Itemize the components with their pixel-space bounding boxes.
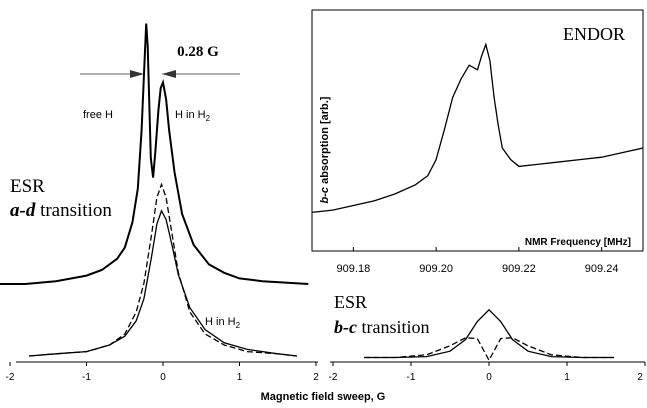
left-tick-label-4: 2	[313, 372, 319, 383]
br-tick-label-2: 0	[486, 372, 492, 383]
free-h-label: free H	[83, 109, 113, 121]
endor-xlabel: NMR Frequency [MHz]	[525, 237, 631, 248]
endor-title: ENDOR	[563, 24, 625, 44]
left-series-2	[29, 209, 297, 357]
inset-frame	[311, 9, 644, 252]
esr-ad-label: ESR	[10, 176, 45, 197]
br-tick-label-3: 1	[564, 372, 570, 383]
bc-transition-label: b-c transition	[334, 317, 429, 337]
width-label: 0.28 G	[177, 44, 219, 60]
br-tick-label-0: -2	[329, 372, 338, 383]
x-axis-title: Magnetic field sweep, G	[261, 391, 386, 403]
endor-inset: 909.18 909.20 909.22 909.24 ENDOR NMR Frequ…	[311, 9, 644, 275]
br-series-0	[364, 308, 614, 359]
bc-esr-panel: -2 -1 0 1 2 ESR b-c transition	[329, 292, 646, 383]
left-curves	[0, 23, 309, 357]
inset-tick-label-3: 909.24	[585, 263, 619, 275]
left-tick-label-2: 0	[160, 372, 166, 383]
inset-tick-label-0: 909.18	[337, 263, 371, 275]
br-tick-label-4: 2	[637, 372, 643, 383]
left-tick-label-3: 1	[237, 372, 243, 383]
left-ticks: -2 -1 0 1 2	[6, 362, 319, 383]
ad-transition-label: a-d transition	[10, 200, 112, 221]
inset-curves	[311, 42, 644, 214]
inset-tick-label-1: 909.20	[419, 263, 453, 275]
br-series-1	[364, 337, 614, 362]
inset-tick-label-2: 909.22	[502, 263, 536, 275]
inset-series-0	[311, 42, 644, 214]
left-esr-panel: -2 -1 0 1 2 0.28 G free H H in H2 H in H2 ES…	[0, 23, 319, 383]
width-arrows	[80, 70, 240, 78]
h-in-h2-top-label: H in H2	[175, 109, 211, 123]
esr-bc-label: ESR	[334, 292, 367, 312]
br-ticks: -2 -1 0 1 2	[329, 362, 646, 383]
h-in-h2-bottom-label: H in H2	[205, 316, 241, 330]
left-tick-label-1: -1	[82, 372, 91, 383]
br-curves	[364, 308, 614, 362]
endor-ylabel: b-c absorption [arb.]	[319, 96, 331, 203]
inset-ticks: 909.18 909.20 909.22 909.24	[337, 247, 619, 275]
left-tick-label-0: -2	[6, 372, 15, 383]
br-tick-label-1: -1	[407, 372, 416, 383]
left-series-0	[0, 23, 309, 285]
